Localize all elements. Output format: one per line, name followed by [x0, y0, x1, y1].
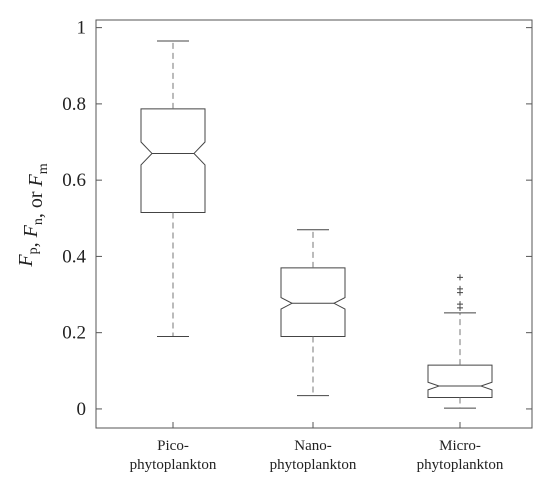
x-category-line1: Pico- [157, 438, 189, 454]
y-label-part: p [26, 247, 41, 254]
plot-frame [95, 19, 533, 429]
y-label-part: F [25, 174, 47, 188]
x-category-line2: phytoplankton [130, 457, 217, 473]
y-tick-label: 0.8 [62, 94, 86, 115]
box-3 [427, 274, 493, 428]
outlier-marker [457, 301, 463, 308]
y-tick-label: 0.6 [62, 170, 86, 191]
y-tick-label: 0.4 [62, 246, 86, 267]
y-tick-label: 1 [77, 18, 87, 39]
y-axis-label: Fp, Fn, or Fm [15, 163, 51, 267]
notched-box [280, 267, 346, 337]
boxes-group [140, 40, 493, 428]
y-axis-ticks: 0 0.2 0.4 0.6 0.8 1 [62, 18, 532, 420]
x-category-label: Micro-phytoplankton [417, 438, 504, 473]
y-label-part: , [20, 237, 42, 247]
y-label-part: F [20, 224, 42, 238]
x-category-line1: Micro- [439, 438, 481, 454]
x-axis-labels: Pico-phytoplanktonNano-phytoplanktonMicr… [130, 438, 504, 473]
x-category-line2: phytoplankton [270, 457, 357, 473]
notched-box [427, 364, 493, 398]
x-category-label: Pico-phytoplankton [130, 438, 217, 473]
box-1 [140, 40, 206, 428]
notched-box [140, 108, 206, 214]
x-category-line1: Nano- [294, 438, 332, 454]
y-label-part: m [36, 163, 51, 174]
x-category-line2: phytoplankton [417, 457, 504, 473]
outlier-marker [457, 274, 463, 281]
y-label-part: F [15, 254, 37, 268]
y-label-part: n [31, 218, 46, 225]
outlier-marker [457, 285, 463, 292]
y-tick-label: 0.2 [62, 323, 86, 344]
y-tick-label: 0 [77, 399, 87, 420]
x-category-label: Nano-phytoplankton [270, 438, 357, 473]
y-label-part: , or [25, 187, 47, 219]
box-2 [280, 229, 346, 428]
